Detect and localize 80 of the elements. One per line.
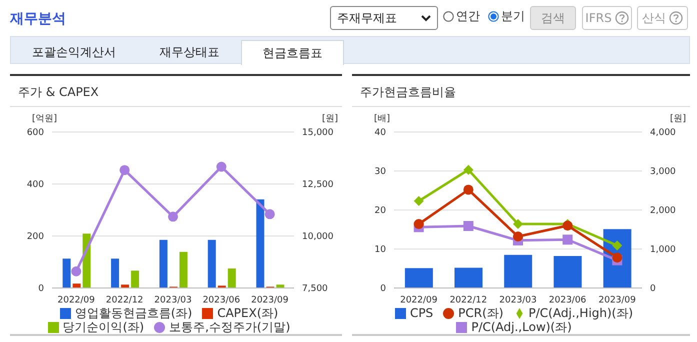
legend-label: P/C(Adj.,High)(좌) bbox=[528, 306, 634, 320]
x-tick-label: 2022/09 bbox=[400, 295, 438, 306]
point bbox=[120, 165, 130, 176]
y2-tick-label: 1,000 bbox=[650, 245, 676, 256]
point bbox=[414, 196, 424, 206]
x-tick-label: 2023/03 bbox=[499, 295, 537, 306]
bar bbox=[554, 256, 582, 288]
y2-axis-title: [원] bbox=[322, 113, 338, 125]
y2-tick-label: 3,000 bbox=[650, 167, 676, 178]
bar bbox=[208, 240, 216, 288]
bar bbox=[256, 199, 264, 288]
point bbox=[612, 252, 622, 263]
y-tick-label: 10 bbox=[374, 245, 386, 256]
point bbox=[463, 220, 474, 231]
point bbox=[71, 266, 82, 276]
point bbox=[168, 212, 178, 222]
bar bbox=[62, 258, 71, 288]
y-tick-label: 0 bbox=[380, 284, 386, 294]
bar bbox=[111, 258, 120, 288]
chart-title: 주가 & CAPEX bbox=[18, 84, 99, 101]
point bbox=[216, 162, 226, 172]
legend-label: P/C(Adj.,Low)(좌) bbox=[471, 320, 572, 334]
legend-label: CAPEX(좌) bbox=[217, 306, 278, 320]
bar bbox=[454, 268, 483, 288]
text: 분기 bbox=[501, 8, 525, 25]
point bbox=[513, 232, 523, 242]
legend-label: 보통주,수정주가(기말) bbox=[169, 320, 290, 334]
bar bbox=[131, 270, 140, 288]
point bbox=[562, 234, 573, 245]
point bbox=[612, 240, 622, 250]
text: 검색 bbox=[530, 6, 576, 30]
y2-tick-label: 15,000 bbox=[302, 128, 334, 138]
point bbox=[463, 164, 474, 175]
x-tick-label: 2023/06 bbox=[202, 295, 240, 306]
y-tick-label: 200 bbox=[26, 232, 44, 242]
text: IFRS bbox=[585, 11, 612, 25]
legend-label: 영업활동현금흐름(좌) bbox=[74, 306, 192, 320]
y-axis-title: [억원] bbox=[32, 113, 58, 125]
y-axis-title: [배] bbox=[374, 113, 390, 125]
legend-label: CPS bbox=[410, 306, 434, 320]
y2-tick-label: 2,000 bbox=[650, 206, 676, 216]
chart-title: 주가현금흐름비율 bbox=[360, 84, 456, 101]
legend-label: 당기순이익(좌) bbox=[62, 320, 144, 334]
bar bbox=[504, 254, 532, 288]
x-tick-label: 2022/12 bbox=[450, 295, 488, 306]
point bbox=[414, 219, 424, 230]
text: 주재무제표 bbox=[337, 10, 397, 26]
y-tick-label: 0 bbox=[38, 284, 44, 294]
x-tick-label: 2023/09 bbox=[598, 295, 636, 306]
bar bbox=[179, 252, 188, 288]
x-tick-label: 2023/09 bbox=[251, 295, 289, 306]
text: 재무상태표 bbox=[158, 44, 220, 61]
point bbox=[513, 219, 523, 230]
text: 현금흐름표 bbox=[241, 40, 344, 65]
text: 산식 bbox=[642, 10, 666, 26]
bar bbox=[72, 284, 81, 288]
y-tick-label: 600 bbox=[26, 128, 44, 138]
y2-tick-label: 10,000 bbox=[302, 232, 334, 242]
y-tick-label: 40 bbox=[374, 128, 386, 138]
point bbox=[463, 184, 474, 195]
x-tick-label: 2022/09 bbox=[58, 295, 96, 306]
y-tick-label: 30 bbox=[374, 167, 386, 178]
y2-tick-label: 12,500 bbox=[302, 180, 334, 190]
y-tick-label: 400 bbox=[26, 180, 44, 190]
point bbox=[264, 209, 275, 220]
y2-tick-label: 0 bbox=[650, 284, 656, 294]
y2-axis-title: [원] bbox=[670, 113, 686, 125]
text: 포괄손익계산서 bbox=[31, 44, 117, 61]
bar bbox=[159, 240, 168, 288]
text: 재무분석 bbox=[10, 10, 66, 28]
text: 연간 bbox=[456, 8, 480, 25]
y2-tick-label: 7,500 bbox=[302, 284, 328, 294]
bar bbox=[228, 268, 236, 288]
x-tick-label: 2022/12 bbox=[106, 295, 144, 306]
legend-label: PCR(좌) bbox=[458, 306, 504, 320]
bar bbox=[404, 268, 433, 288]
y2-tick-label: 4,000 bbox=[650, 128, 676, 138]
x-tick-label: 2023/06 bbox=[548, 295, 587, 306]
x-tick-label: 2023/03 bbox=[154, 295, 192, 306]
y-tick-label: 20 bbox=[374, 206, 386, 216]
